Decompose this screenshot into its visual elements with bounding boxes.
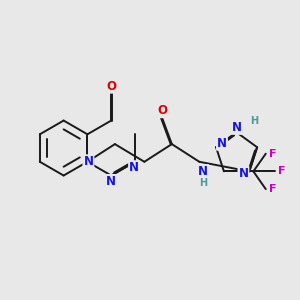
Text: N: N: [232, 121, 242, 134]
Text: N: N: [217, 137, 227, 150]
Text: F: F: [269, 149, 276, 159]
Text: N: N: [198, 165, 208, 178]
Text: F: F: [269, 184, 276, 194]
Text: N: N: [106, 175, 116, 188]
Text: N: N: [129, 161, 139, 174]
Text: H: H: [250, 116, 258, 126]
Text: O: O: [106, 80, 116, 93]
Text: N: N: [83, 155, 93, 168]
Text: H: H: [199, 178, 207, 188]
Text: O: O: [157, 104, 167, 117]
Text: F: F: [278, 167, 286, 176]
Text: N: N: [238, 167, 248, 180]
